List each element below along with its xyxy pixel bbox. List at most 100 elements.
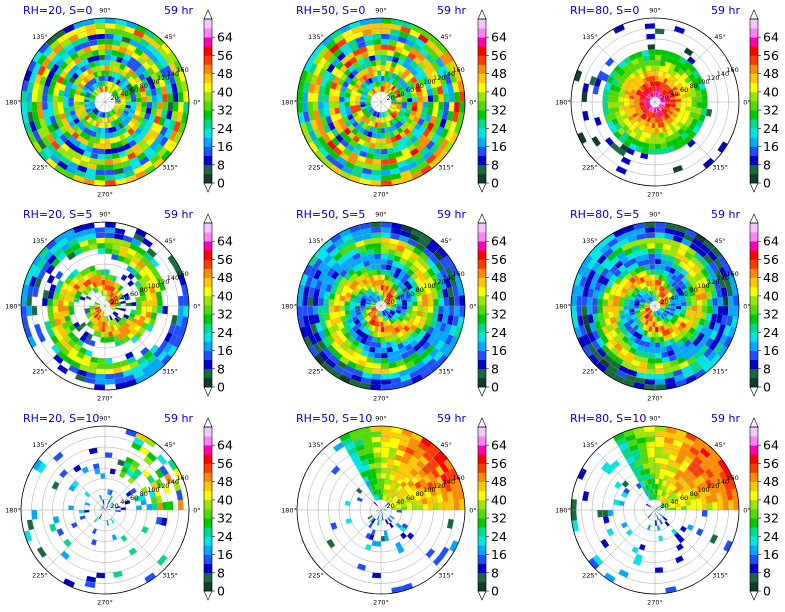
rain-cell	[431, 312, 439, 321]
rain-cell	[613, 91, 620, 98]
rain-cell	[75, 128, 83, 136]
rain-cell	[135, 374, 147, 384]
rain-cell	[113, 29, 124, 37]
radius-tick-label: 40	[396, 90, 404, 98]
rain-cell	[636, 129, 643, 136]
rain-cell	[391, 79, 397, 86]
rain-cell	[640, 152, 649, 160]
rain-cell	[576, 315, 584, 327]
rain-cell	[111, 152, 120, 160]
rain-cell	[371, 300, 377, 304]
rain-cell	[594, 281, 602, 292]
rain-cell	[648, 326, 653, 332]
rain-cell	[662, 516, 668, 522]
rain-cell	[392, 291, 398, 297]
rain-cell	[302, 102, 309, 113]
rain-cell	[639, 301, 645, 305]
rain-cell	[142, 469, 151, 478]
rain-cell	[644, 23, 655, 30]
rain-cell	[356, 292, 363, 298]
rain-cell	[365, 99, 371, 102]
rain-cell	[153, 347, 164, 358]
angle-tick-label: 270°	[373, 190, 389, 198]
rain-cell	[141, 160, 153, 171]
colorbar-swatch	[204, 445, 212, 455]
rain-cell	[167, 345, 178, 358]
rain-cell	[313, 128, 322, 139]
rain-cell	[370, 180, 381, 186]
rain-cell	[113, 570, 123, 578]
rain-cell	[382, 316, 386, 322]
rain-cell	[105, 174, 116, 181]
colorbar-swatch	[478, 377, 486, 388]
rain-cell	[348, 224, 361, 234]
rain-cell	[142, 125, 151, 134]
rain-cell	[434, 485, 442, 496]
rain-cell	[345, 110, 352, 117]
rain-cell	[360, 337, 367, 345]
rain-cell	[649, 106, 653, 112]
colorbar-tick-label: 32	[763, 103, 779, 118]
rain-cell	[648, 54, 655, 61]
colorbar-swatch	[478, 481, 486, 492]
rain-cell	[374, 326, 379, 332]
spoke	[595, 42, 656, 103]
rain-cell	[95, 76, 100, 83]
rain-cell	[404, 260, 413, 269]
rain-cell	[658, 309, 663, 315]
rain-cell	[680, 487, 687, 495]
rain-cell	[409, 47, 420, 57]
rain-cell	[63, 106, 70, 113]
colorbar-swatch	[478, 250, 486, 260]
rain-cell	[27, 264, 37, 276]
rain-cell	[367, 351, 375, 359]
rain-cell	[678, 139, 687, 148]
rain-cell	[635, 74, 642, 82]
rain-cell	[36, 54, 47, 66]
rain-cell	[97, 315, 101, 321]
rain-cell	[663, 366, 673, 374]
rain-cell	[696, 95, 703, 102]
rain-cell	[348, 378, 361, 388]
rain-cell	[695, 465, 705, 475]
rain-cell	[657, 326, 662, 332]
rain-cell	[361, 312, 368, 317]
colorbar-swatch	[750, 64, 758, 74]
rain-cell	[638, 111, 644, 117]
rain-cell	[384, 478, 390, 485]
rain-cell	[299, 69, 309, 82]
radius-tick-label: 80	[690, 286, 698, 294]
rain-cell	[84, 502, 91, 506]
rain-cell	[436, 42, 448, 55]
rain-cell	[384, 309, 390, 314]
rain-cell	[388, 90, 394, 96]
rain-cell	[112, 157, 122, 165]
rain-cell	[709, 534, 719, 545]
rain-cell	[124, 107, 131, 112]
rain-cell	[387, 152, 396, 160]
rain-cell	[385, 468, 392, 475]
rain-cell	[692, 338, 701, 347]
rain-cell	[334, 293, 341, 301]
rain-cell	[596, 347, 607, 358]
rain-cell	[573, 273, 583, 286]
colorbar-tick-label: 16	[491, 343, 507, 358]
rain-cell	[381, 258, 388, 265]
rain-cell	[127, 476, 135, 484]
rain-cell	[421, 137, 431, 147]
colorbar-swatch	[750, 155, 758, 166]
rain-cell	[372, 39, 381, 45]
rain-cell	[702, 361, 715, 373]
rain-cell	[391, 480, 397, 488]
rain-cell	[634, 553, 643, 561]
rain-cell	[356, 79, 363, 86]
rain-cell	[665, 307, 671, 311]
rain-cell	[623, 247, 633, 256]
rain-cell	[399, 346, 408, 355]
rain-cell	[639, 72, 645, 80]
rain-cell	[655, 143, 662, 150]
rain-cell	[645, 132, 651, 139]
rain-cell	[686, 524, 694, 531]
rain-cell	[634, 114, 641, 121]
rain-cell	[658, 297, 663, 303]
